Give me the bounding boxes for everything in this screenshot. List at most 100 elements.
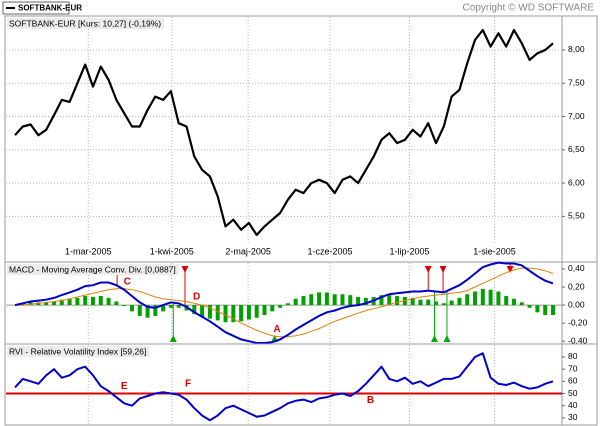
annotation: E xyxy=(121,381,128,392)
histogram-bar xyxy=(519,302,524,306)
y-tick-label: 0,40 xyxy=(568,263,585,273)
histogram-bar xyxy=(192,305,197,315)
y-tick-label: 0,00 xyxy=(568,299,585,309)
legend-label: SOFTBANK-EUR xyxy=(18,4,82,13)
histogram-bar xyxy=(262,305,267,316)
histogram-bar xyxy=(231,305,236,323)
histogram-bar xyxy=(207,305,212,319)
panel-title-bg xyxy=(7,264,179,275)
histogram-bar xyxy=(543,305,548,316)
histogram-bar xyxy=(527,305,532,308)
y-tick-label: 6,00 xyxy=(568,177,585,187)
x-tick-label: 1-cze-2005 xyxy=(307,246,352,256)
copyright: Copyright © WD SOFTWARE xyxy=(463,3,595,14)
histogram-bar xyxy=(317,292,322,306)
signal-marker xyxy=(430,335,438,342)
histogram-bar xyxy=(215,305,220,321)
histogram-bar xyxy=(239,305,244,322)
signal-marker xyxy=(506,266,514,273)
histogram-bar xyxy=(254,305,259,318)
histogram-bar xyxy=(51,301,56,306)
panel-title-bg xyxy=(7,18,165,29)
signal-marker xyxy=(181,266,189,273)
price-line xyxy=(14,28,554,237)
x-tick-label: 1-kwi-2005 xyxy=(150,246,194,256)
histogram-bar xyxy=(465,294,470,306)
y-tick-label: 40 xyxy=(568,400,578,410)
histogram-bar xyxy=(83,296,88,306)
histogram-bar xyxy=(293,298,298,306)
histogram-bar xyxy=(488,289,493,306)
histogram-bar xyxy=(434,301,439,306)
annotation: F xyxy=(185,378,191,389)
signal-marker xyxy=(169,335,177,342)
panel-title: SOFTBANK-EUR [Kurs: 10,27] (-0,19%) xyxy=(9,18,161,28)
histogram-bar xyxy=(410,297,415,306)
histogram-bar xyxy=(551,305,555,316)
x-tick-label: 1-sie-2005 xyxy=(473,246,516,256)
histogram-bar xyxy=(200,305,205,317)
panel-title-bg xyxy=(7,346,150,357)
annotation: C xyxy=(124,277,131,288)
histogram-bar xyxy=(90,296,95,306)
histogram-bar xyxy=(441,303,446,306)
x-tick-label: 2-maj-2005 xyxy=(225,246,271,256)
rvi-line xyxy=(14,352,554,422)
y-tick-label: 7,00 xyxy=(568,111,585,121)
histogram-bar xyxy=(137,305,142,316)
y-tick-label: 30 xyxy=(568,412,578,422)
histogram-bar xyxy=(98,296,103,306)
y-tick-label: 6,50 xyxy=(568,144,585,154)
histogram-bar xyxy=(176,305,181,308)
histogram-bar xyxy=(426,299,431,306)
signal-marker xyxy=(439,266,447,273)
histogram-bar xyxy=(356,296,361,306)
histogram-bar xyxy=(379,295,384,306)
histogram-bar xyxy=(106,297,111,306)
annotation: A xyxy=(273,324,280,335)
y-tick-label: 8,00 xyxy=(568,44,585,54)
x-tick-label: 1-lip-2005 xyxy=(390,246,430,256)
y-tick-label: 7,50 xyxy=(568,77,585,87)
histogram-bar xyxy=(504,296,509,306)
histogram-bar xyxy=(145,305,150,318)
histogram-bar xyxy=(161,305,166,312)
histogram-bar xyxy=(122,305,127,306)
y-tick-label: -0,20 xyxy=(568,317,588,327)
histogram-bar xyxy=(496,291,501,306)
histogram-bar xyxy=(59,299,64,306)
histogram-bar xyxy=(223,305,228,323)
panel-frame xyxy=(4,15,598,263)
histogram-bar xyxy=(480,288,485,306)
panel-title: MACD - Moving Average Conv. Div. [0,0887… xyxy=(9,264,176,274)
histogram-bar xyxy=(285,303,290,306)
histogram-bar xyxy=(44,302,49,306)
histogram-bar xyxy=(332,294,337,306)
histogram-bar xyxy=(457,297,462,306)
histogram-bar xyxy=(340,294,345,306)
y-tick-label: 0,20 xyxy=(568,281,585,291)
y-tick-label: 80 xyxy=(568,351,578,361)
histogram-bar xyxy=(153,305,158,316)
signal-marker xyxy=(443,335,451,342)
annotation: B xyxy=(367,395,374,406)
y-tick-label: -0,40 xyxy=(568,335,588,345)
legend-box xyxy=(2,1,70,15)
histogram-bar xyxy=(168,305,173,308)
histogram-bar xyxy=(309,294,314,306)
histogram-bar xyxy=(473,291,478,306)
histogram-bar xyxy=(270,305,275,312)
histogram-bar xyxy=(75,297,80,306)
y-tick-label: 50 xyxy=(568,388,578,398)
histogram-bar xyxy=(67,298,72,306)
x-tick-label: 1-mar-2005 xyxy=(65,246,112,256)
histogram-bar xyxy=(129,305,134,312)
panel-title: RVI - Relative Volatility Index [59,26] xyxy=(9,346,146,356)
macd-line xyxy=(14,261,554,344)
histogram-bar xyxy=(395,296,400,306)
histogram-bar xyxy=(363,297,368,306)
y-tick-label: 5,50 xyxy=(568,211,585,221)
annotation: D xyxy=(193,292,200,303)
y-tick-label: 60 xyxy=(568,376,578,386)
